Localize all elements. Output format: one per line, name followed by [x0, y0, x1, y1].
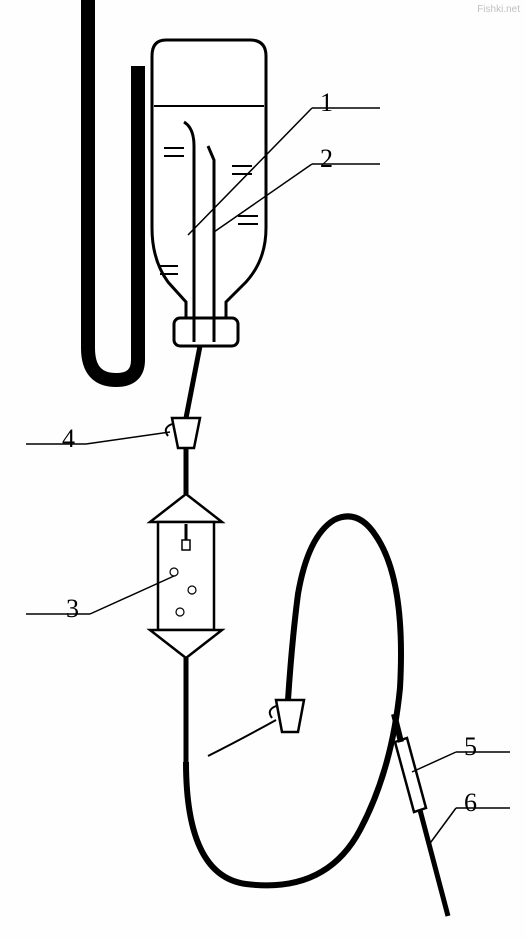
stand-hook	[88, 0, 138, 380]
clamp-upper	[172, 418, 200, 448]
iv-bottle	[152, 40, 266, 320]
tubing-upper	[186, 346, 200, 418]
drip-chamber-bottom	[150, 630, 222, 658]
drip-tip	[182, 540, 190, 550]
clamp-handle	[166, 424, 172, 436]
drip-chamber-top	[150, 494, 222, 522]
needle	[420, 810, 448, 916]
clamp-lower-leader	[208, 720, 276, 756]
clamp-lower-handle	[270, 706, 276, 718]
watermark: Fishki.net	[477, 4, 520, 15]
bottle-cap	[174, 318, 238, 346]
leader-6	[428, 808, 456, 846]
iv-drip-diagram	[0, 0, 526, 941]
leader-4	[86, 432, 170, 444]
needle-hub	[395, 738, 426, 812]
leader-5	[412, 752, 456, 772]
clamp-lower	[276, 700, 304, 732]
